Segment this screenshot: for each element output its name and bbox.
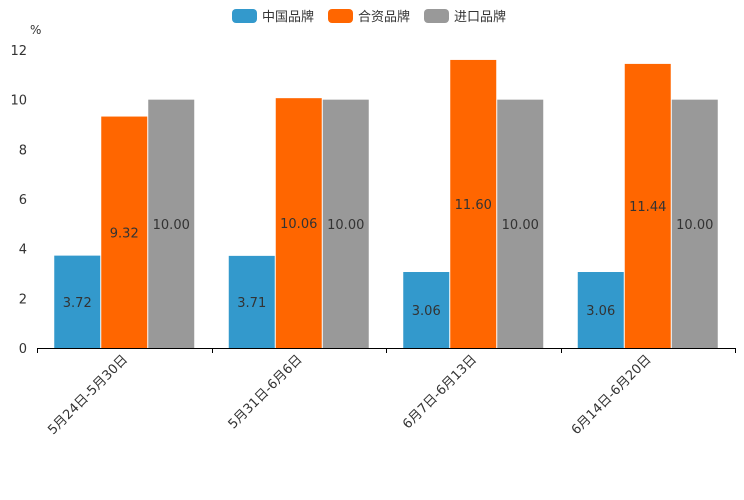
y-tick-label: 6	[19, 193, 27, 208]
bar-1-2	[228, 255, 275, 348]
data-label: 11.60	[455, 198, 492, 213]
y-tick-label: 12	[10, 44, 27, 59]
data-label: 3.06	[586, 304, 615, 319]
y-tick-label: 8	[19, 143, 27, 158]
bar-1-1	[54, 255, 101, 348]
legend-swatch-1	[232, 9, 257, 23]
data-label: 3.06	[412, 304, 441, 319]
bar-3-4	[671, 99, 718, 349]
y-tick-label: 10	[10, 94, 27, 109]
x-category-label: 6月7日-6月13日	[400, 352, 480, 432]
bar-1-3	[403, 272, 450, 348]
bar-1-4	[577, 272, 624, 348]
data-label: 10.00	[153, 218, 190, 233]
data-label: 11.44	[629, 200, 666, 215]
legend-swatch-3	[424, 9, 449, 23]
legend-label-1: 中国品牌	[262, 9, 314, 25]
y-axis-unit-label: %	[30, 23, 41, 37]
data-label: 10.00	[327, 218, 364, 233]
data-label: 3.72	[63, 296, 92, 311]
x-category-label: 5月31日-6月6日	[226, 352, 306, 432]
bar-2-3	[450, 59, 497, 348]
data-label: 10.00	[502, 218, 539, 233]
legend-swatch-2	[328, 9, 353, 23]
x-category-label: 6月14日-6月20日	[569, 352, 655, 438]
y-tick-label: 0	[19, 342, 27, 357]
bar-3-3	[497, 99, 544, 349]
bar-2-1	[101, 116, 148, 348]
y-tick-label: 2	[19, 292, 27, 307]
data-label: 10.06	[280, 217, 317, 232]
legend-label-3: 进口品牌	[454, 9, 506, 25]
y-tick-label: 4	[19, 243, 27, 258]
legend-label-2: 合资品牌	[358, 9, 410, 25]
x-category-label: 5月24日-5月30日	[45, 352, 131, 438]
data-label: 3.71	[237, 296, 266, 311]
bar-3-2	[322, 99, 369, 349]
bar-3-1	[148, 99, 195, 349]
bar-2-2	[275, 98, 322, 348]
data-label: 9.32	[110, 226, 139, 241]
data-label: 10.00	[676, 218, 713, 233]
bar-2-4	[624, 63, 671, 348]
